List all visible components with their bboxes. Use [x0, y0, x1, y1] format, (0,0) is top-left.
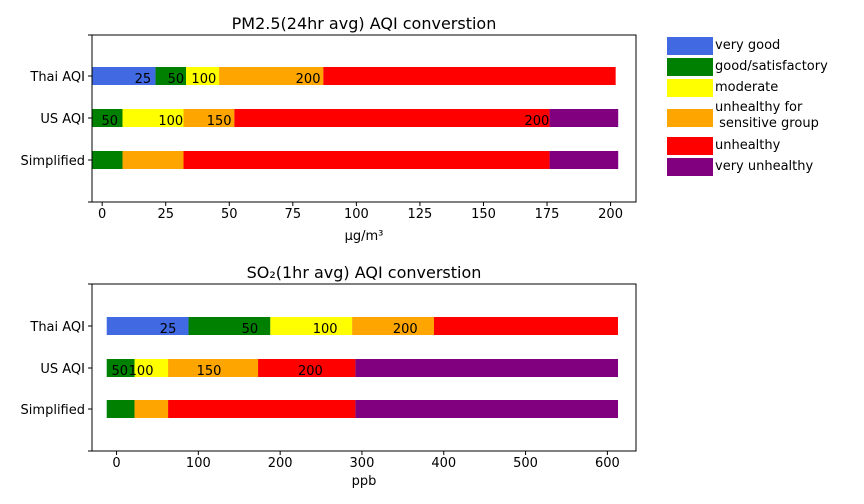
- breakpoint-label: 200: [393, 322, 418, 337]
- x-tick-label: 200: [598, 207, 623, 222]
- breakpoint-label: 200: [298, 364, 323, 379]
- bar-segment: [106, 400, 135, 418]
- bar-segment: [188, 317, 271, 335]
- bar-segment: [122, 109, 184, 127]
- breakpoint-label: 25: [160, 322, 177, 337]
- bar-segment: [186, 67, 220, 85]
- breakpoint-label: 150: [197, 364, 222, 379]
- breakpoint-label: 200: [524, 114, 549, 129]
- bar-segment: [352, 317, 434, 335]
- x-tick-label: 125: [408, 207, 433, 222]
- x-tick-label: 0: [98, 207, 106, 222]
- x-tick-label: 300: [350, 456, 375, 471]
- legend-swatch: [667, 158, 713, 176]
- legend-label: good/satisfactory: [715, 59, 828, 74]
- y-tick-label: Simplified: [21, 154, 85, 169]
- bar-segment: [219, 67, 324, 85]
- chart-title: PM2.5(24hr avg) AQI converstion: [232, 14, 497, 33]
- breakpoint-label: 150: [207, 114, 232, 129]
- bar-segment: [92, 151, 123, 169]
- bar-segment: [355, 400, 619, 418]
- bar-segment: [106, 317, 189, 335]
- breakpoint-label: 100: [158, 114, 183, 129]
- bar-segment: [168, 359, 259, 377]
- x-tick-label: 600: [595, 456, 620, 471]
- bar-segment: [323, 67, 616, 85]
- bar-segment: [270, 317, 353, 335]
- bar-segment: [92, 67, 156, 85]
- breakpoint-label: 50: [168, 72, 185, 87]
- plot-frame: [91, 34, 637, 203]
- breakpoint-label: 100: [129, 364, 154, 379]
- x-tick-label: 500: [513, 456, 538, 471]
- bar-segment: [92, 109, 123, 127]
- bar-segment: [183, 109, 235, 127]
- bar-segment: [433, 317, 619, 335]
- bar-segment: [234, 109, 550, 127]
- bar-segment: [549, 109, 619, 127]
- y-tick-label: Thai AQI: [29, 320, 85, 335]
- bar-segment: [355, 359, 619, 377]
- legend-label: unhealthy for sensitive group: [715, 100, 819, 131]
- breakpoint-label: 50: [242, 322, 259, 337]
- legend-label: very unhealthy: [715, 159, 814, 174]
- bar-segment: [106, 359, 135, 377]
- x-tick-label: 175: [535, 207, 560, 222]
- plot-frame: [91, 283, 637, 452]
- x-tick-label: 50: [221, 207, 238, 222]
- x-tick-label: 75: [285, 207, 302, 222]
- legend-label: moderate: [715, 80, 779, 95]
- bar-segment: [549, 151, 619, 169]
- bar-segment: [122, 151, 184, 169]
- bar-segment: [183, 151, 550, 169]
- x-axis-label: μg/m³: [345, 229, 384, 244]
- legend-label: very good: [715, 38, 781, 53]
- legend-swatch: [667, 137, 713, 155]
- breakpoint-label: 50: [102, 114, 119, 129]
- breakpoint-label: 25: [135, 72, 152, 87]
- bar-segment: [155, 67, 187, 85]
- legend-swatch: [667, 37, 713, 55]
- legend-label: unhealthy: [715, 138, 781, 153]
- x-tick-label: 400: [431, 456, 456, 471]
- legend-swatch: [667, 109, 713, 127]
- x-tick-label: 200: [268, 456, 293, 471]
- legend-swatch: [667, 79, 713, 97]
- breakpoint-label: 200: [296, 72, 321, 87]
- y-tick-label: Thai AQI: [29, 70, 85, 85]
- x-axis-label: ppb: [352, 474, 377, 489]
- y-tick-label: Simplified: [21, 403, 85, 418]
- breakpoint-label: 100: [313, 322, 338, 337]
- chart-title: SO₂(1hr avg) AQI converstion: [247, 263, 482, 282]
- bar-segment: [134, 359, 169, 377]
- x-tick-label: 100: [344, 207, 369, 222]
- x-tick-label: 25: [157, 207, 174, 222]
- legend-swatch: [667, 58, 713, 76]
- x-tick-label: 150: [471, 207, 496, 222]
- breakpoint-label: 100: [191, 72, 216, 87]
- breakpoint-label: 50: [112, 364, 129, 379]
- y-tick-label: US AQI: [40, 112, 85, 127]
- x-tick-label: 0: [112, 456, 120, 471]
- y-tick-label: US AQI: [40, 362, 85, 377]
- bar-segment: [168, 400, 356, 418]
- x-tick-label: 100: [186, 456, 211, 471]
- bar-segment: [258, 359, 356, 377]
- pm25-chart: Simplified 50 100 150 200 US AQI 25 50 100 200 Tha…: [21, 14, 637, 244]
- bar-segment: [134, 400, 169, 418]
